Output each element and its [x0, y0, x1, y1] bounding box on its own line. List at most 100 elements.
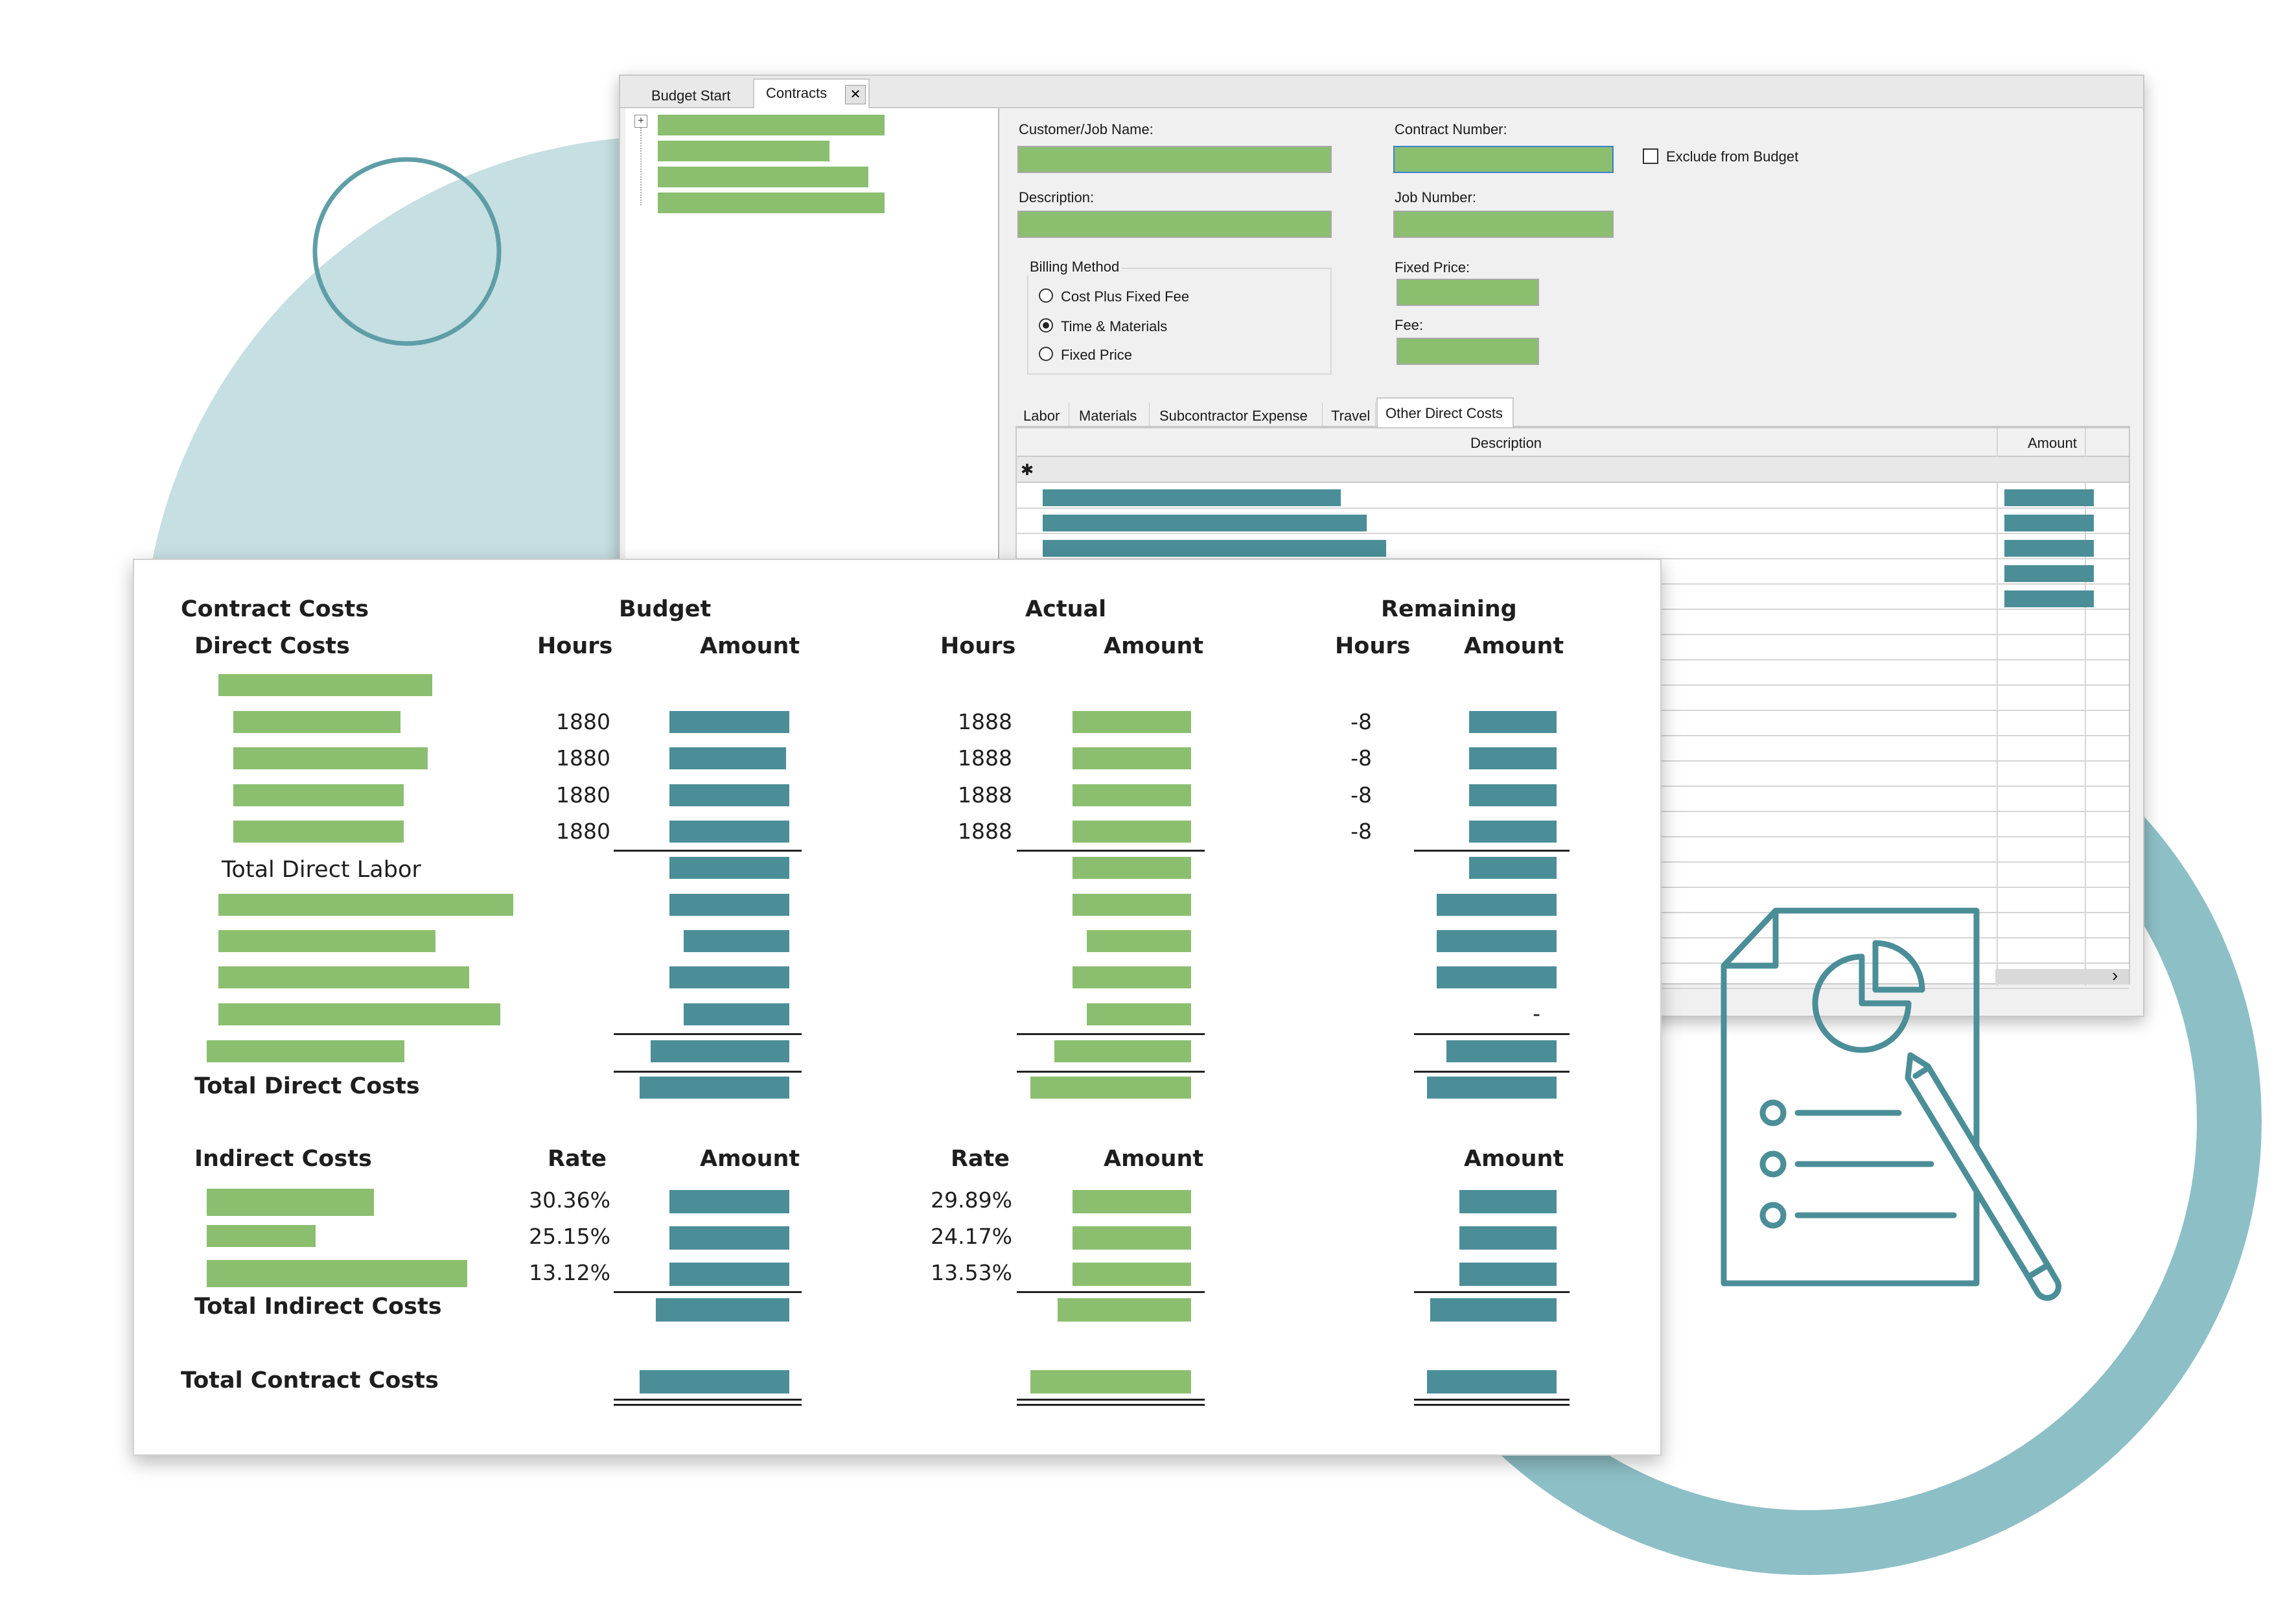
budget-header: Budget — [619, 596, 712, 622]
tab-labor-label: Labor — [1023, 408, 1060, 424]
actual-hours-header: Hours — [940, 633, 1016, 659]
tab-budget-start[interactable]: Budget Start — [625, 81, 755, 107]
fixed-price-field[interactable] — [1397, 279, 1539, 306]
close-tab-icon[interactable]: ✕ — [845, 85, 866, 104]
labor-remaining-amount — [1469, 784, 1557, 806]
billing-option-radio[interactable] — [1039, 288, 1053, 303]
direct-cost-remaining-amount — [1437, 894, 1557, 916]
labor-remaining-amount — [1469, 711, 1557, 733]
grid-description-cell[interactable] — [1043, 515, 1367, 531]
labor-row-label — [233, 747, 428, 769]
tab-budget-start-label: Budget Start — [651, 87, 731, 104]
customer-job-name-label: Customer/Job Name: — [1019, 121, 1154, 137]
tab-contracts[interactable]: Contracts ✕ — [753, 78, 870, 108]
billing-method-label: Billing Method — [1027, 259, 1122, 275]
indirect-budget-amount — [669, 1263, 789, 1286]
tree-item[interactable] — [658, 167, 868, 187]
double-underline — [1017, 1399, 1205, 1401]
description-label: Description: — [1019, 189, 1095, 205]
grid-amount-cell[interactable] — [2004, 489, 2094, 506]
tree-connector-line — [640, 128, 642, 205]
subtotal-underline — [1017, 850, 1205, 852]
tree-item[interactable] — [658, 141, 829, 161]
billing-option-label: Fixed Price — [1061, 347, 1133, 363]
tab-other-direct-costs-label: Other Direct Costs — [1386, 405, 1503, 421]
exclude-from-budget-checkbox[interactable] — [1643, 148, 1658, 164]
customer-job-name-field[interactable] — [1017, 146, 1332, 173]
billing-method-group — [1027, 268, 1332, 375]
direct-costs-subtotal-budget — [651, 1040, 789, 1062]
horizontal-scrollbar[interactable] — [1995, 969, 2129, 985]
grid-amount-cell[interactable] — [2004, 590, 2094, 607]
cost-tab-strip — [1015, 426, 2130, 427]
job-number-field[interactable] — [1393, 211, 1614, 238]
direct-cost-budget-amount — [684, 1003, 789, 1025]
grid-description-cell[interactable] — [1043, 540, 1386, 557]
tree-expand-icon[interactable]: + — [634, 115, 647, 128]
billing-option-radio[interactable] — [1039, 347, 1053, 361]
indirect-row-label — [207, 1260, 467, 1287]
document-chart-checklist-pencil-icon — [1721, 907, 2061, 1301]
indirect-budget-rate: 30.36% — [529, 1187, 610, 1213]
direct-costs-heading: Direct Costs — [194, 633, 350, 659]
scroll-right-icon[interactable]: › — [2112, 965, 2118, 985]
labor-actual-hours: 1888 — [958, 819, 1012, 844]
total-direct-costs-remaining — [1427, 1077, 1557, 1099]
direct-cost-remaining-amount — [1437, 966, 1557, 988]
grid-new-row[interactable] — [1017, 457, 2129, 483]
fee-field[interactable] — [1397, 338, 1539, 365]
total-contract-costs-remaining — [1427, 1370, 1557, 1394]
budget-rate-header: Rate — [548, 1146, 607, 1172]
labor-actual-hours: 1888 — [958, 709, 1012, 734]
indirect-remaining-amount — [1459, 1190, 1557, 1213]
tree-item[interactable] — [658, 115, 885, 135]
tab-travel[interactable]: Travel — [1323, 402, 1376, 426]
description-field[interactable] — [1017, 211, 1332, 238]
actual-amount-header: Amount — [1104, 633, 1204, 659]
grid-amount-cell[interactable] — [2004, 515, 2094, 531]
labor-row-label — [233, 784, 404, 806]
billing-option-label: Cost Plus Fixed Fee — [1061, 288, 1190, 305]
subtotal-underline — [614, 1033, 802, 1035]
remaining-amount-header: Amount — [1464, 633, 1564, 659]
total-contract-costs-actual — [1030, 1370, 1191, 1394]
tab-subcontractor-expense[interactable]: Subcontractor Expense — [1150, 402, 1323, 426]
labor-actual-hours: 1888 — [958, 745, 1012, 771]
tab-labor[interactable]: Labor — [1017, 402, 1069, 426]
total-indirect-costs-budget — [656, 1298, 789, 1322]
labor-actual-amount — [1073, 711, 1191, 733]
total-indirect-costs-actual — [1058, 1298, 1191, 1322]
direct-cost-remaining-amount — [1437, 930, 1557, 952]
tab-other-direct-costs[interactable]: Other Direct Costs — [1376, 397, 1514, 427]
direct-costs-subtotal-remaining — [1446, 1040, 1557, 1062]
labor-remaining-amount — [1469, 821, 1557, 843]
indirect-budget-amount — [669, 1190, 789, 1213]
job-number-label: Job Number: — [1395, 189, 1476, 205]
indirect-row-label — [207, 1189, 374, 1216]
tree-item[interactable] — [658, 192, 885, 213]
total-indirect-costs-label: Total Indirect Costs — [194, 1294, 442, 1320]
indirect-remaining-amount — [1459, 1226, 1557, 1250]
contract-number-field[interactable] — [1393, 146, 1614, 173]
indirect-budget-rate: 13.12% — [529, 1260, 610, 1285]
tab-materials[interactable]: Materials — [1070, 402, 1150, 426]
indirect-costs-heading: Indirect Costs — [194, 1146, 372, 1172]
subtotal-underline — [1414, 1071, 1570, 1073]
budget-indirect-amount-header: Amount — [700, 1146, 800, 1172]
labor-budget-amount — [669, 747, 786, 769]
grid-amount-cell[interactable] — [2004, 565, 2094, 582]
total-direct-labor-budget-amount — [669, 857, 789, 879]
tab-travel-label: Travel — [1331, 408, 1371, 424]
total-direct-labor-label: Total Direct Labor — [222, 857, 421, 883]
tab-contracts-label: Contracts — [766, 85, 828, 101]
direct-costs-subtotal-actual — [1054, 1040, 1191, 1062]
indirect-actual-amount — [1073, 1263, 1191, 1286]
billing-option-radio[interactable] — [1039, 318, 1053, 332]
labor-budget-amount — [669, 784, 789, 806]
grid-row-line — [1017, 507, 2129, 509]
grid-description-cell[interactable] — [1043, 489, 1341, 506]
labor-remaining-hours: -8 — [1351, 745, 1372, 771]
total-direct-labor-actual-amount — [1073, 857, 1191, 879]
labor-budget-hours: 1880 — [556, 709, 610, 734]
grid-amount-cell[interactable] — [2004, 540, 2094, 557]
